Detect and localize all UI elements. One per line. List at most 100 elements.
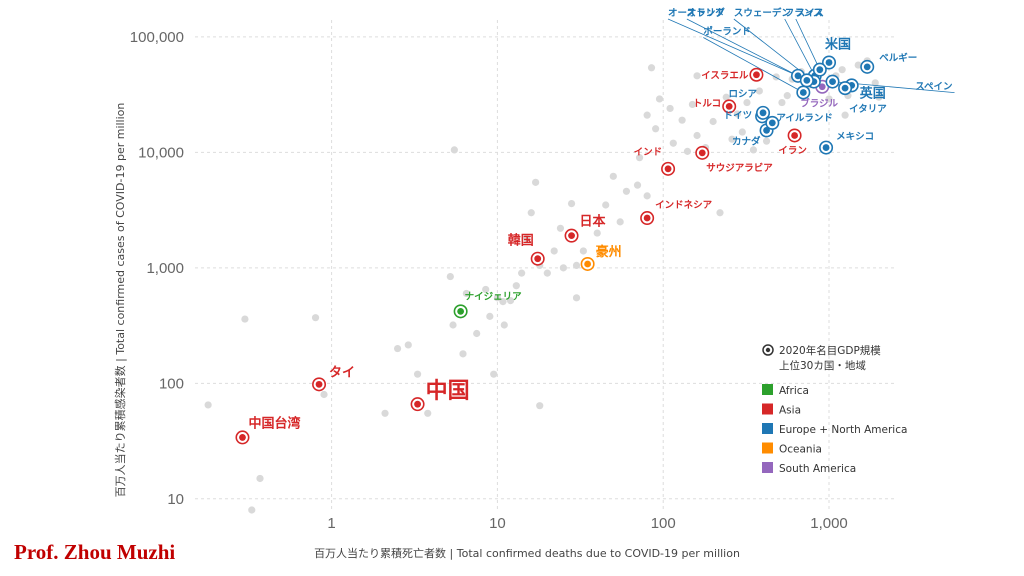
highlight-point — [584, 260, 592, 268]
legend-swatch — [762, 403, 773, 415]
y-tick-label: 10,000 — [138, 144, 184, 161]
background-point — [473, 329, 481, 338]
point-label: イタリア — [849, 103, 887, 115]
background-point — [875, 93, 883, 101]
background-point — [320, 390, 328, 399]
background-point — [256, 474, 264, 483]
highlight-point — [414, 400, 421, 408]
point-label: トルコ — [693, 98, 721, 109]
highlight-point — [768, 119, 776, 127]
background-point — [772, 73, 780, 81]
background-point — [579, 247, 587, 255]
background-point — [633, 181, 642, 189]
background-point — [693, 72, 701, 80]
legend-swatch — [762, 384, 773, 395]
background-point — [666, 104, 674, 113]
background-point — [462, 289, 470, 298]
grid-lines — [195, 20, 895, 510]
legend-title-line1: 2020年名目GDP規模 — [779, 344, 881, 357]
y-tick-label: 1,000 — [146, 260, 184, 277]
background-point — [602, 201, 610, 209]
background-point — [532, 178, 540, 186]
y-axis-title: 百万人当たり累積感染者数 | Total confirmed cases of … — [113, 103, 127, 498]
highlight-point — [568, 232, 575, 240]
highlight-point — [457, 307, 465, 315]
highlight-point — [803, 76, 811, 84]
background-point — [635, 154, 644, 162]
author-credit: Prof. Zhou Muzhi — [14, 540, 176, 564]
background-point — [655, 95, 664, 103]
point-label: ロシア — [729, 89, 758, 100]
legend-swatch — [762, 442, 773, 454]
highlight-point — [818, 83, 826, 91]
legend-entry-label: Oceania — [779, 444, 822, 456]
point-label: タイ — [329, 365, 355, 380]
background-point — [536, 402, 544, 410]
background-point — [404, 341, 412, 349]
leader-line — [795, 18, 821, 70]
background-point — [728, 135, 736, 143]
point-label: ベルギー — [879, 52, 917, 64]
background-point — [783, 92, 791, 100]
legend-marker-dot-icon — [765, 347, 771, 353]
x-tick-label: 10 — [489, 515, 506, 532]
highlight-point — [753, 71, 760, 79]
background-point — [709, 117, 717, 126]
background-point — [311, 314, 320, 322]
background-point — [616, 218, 624, 226]
background-point — [500, 321, 508, 329]
background-point — [512, 282, 520, 290]
background-point — [722, 93, 730, 101]
background-point — [550, 247, 558, 255]
background-point — [248, 506, 256, 514]
y-tick-label: 100 — [159, 375, 184, 392]
background-point — [413, 370, 422, 378]
highlight-point — [534, 255, 542, 263]
point-label: メキシコ — [836, 132, 874, 143]
leader-line — [784, 18, 816, 77]
background-point — [755, 87, 763, 95]
highlight-point — [794, 72, 802, 80]
x-tick-label: 100 — [651, 515, 676, 532]
point-label: 米国 — [825, 36, 851, 52]
background-point — [688, 100, 697, 109]
highlight-point — [315, 380, 323, 388]
x-tick-label: 1,000 — [810, 515, 848, 532]
background-point — [749, 146, 758, 154]
point-label: 中国台湾 — [248, 415, 300, 431]
point-label: 英国 — [859, 85, 886, 101]
legend-swatch — [762, 462, 773, 473]
point-label: スペイン — [915, 82, 952, 93]
legend: 2020年名目GDP規模 上位30カ国・地域 Africa Asia Europe … — [762, 344, 907, 475]
tick-labels: 1 10 100 1,000 10 100 1,000 10,000 100,000 — [130, 29, 848, 532]
legend-entry-label: Africa — [779, 385, 809, 397]
legend-title-line2: 上位30カ国・地域 — [779, 359, 866, 372]
point-label: イスラエル — [701, 71, 749, 82]
legend-entries: Africa Asia Europe + North America Oceania S… — [762, 384, 907, 475]
background-point — [204, 401, 212, 409]
background-point — [518, 269, 526, 277]
background-point — [733, 110, 741, 118]
legend-entry-label: Europe + North America — [779, 424, 907, 436]
point-label: スウェーデン — [734, 7, 791, 19]
background-point — [609, 172, 617, 180]
background-point — [622, 187, 631, 195]
point-label: ナイジェリア — [465, 291, 523, 302]
background-point — [450, 146, 458, 154]
background-point — [449, 321, 457, 329]
background-point — [762, 137, 771, 145]
background-point — [499, 298, 507, 306]
background-point — [669, 139, 677, 147]
background-point — [393, 344, 402, 353]
background-point — [523, 234, 531, 242]
background-point — [241, 315, 249, 323]
background-point — [567, 199, 576, 208]
highlight-point — [791, 132, 798, 139]
point-label: オーストリア — [668, 8, 725, 19]
point-label: フランス — [785, 8, 823, 19]
background-point — [493, 294, 502, 302]
background-point — [825, 95, 833, 103]
point-label: 韓国 — [508, 233, 534, 249]
background-point — [556, 224, 565, 232]
